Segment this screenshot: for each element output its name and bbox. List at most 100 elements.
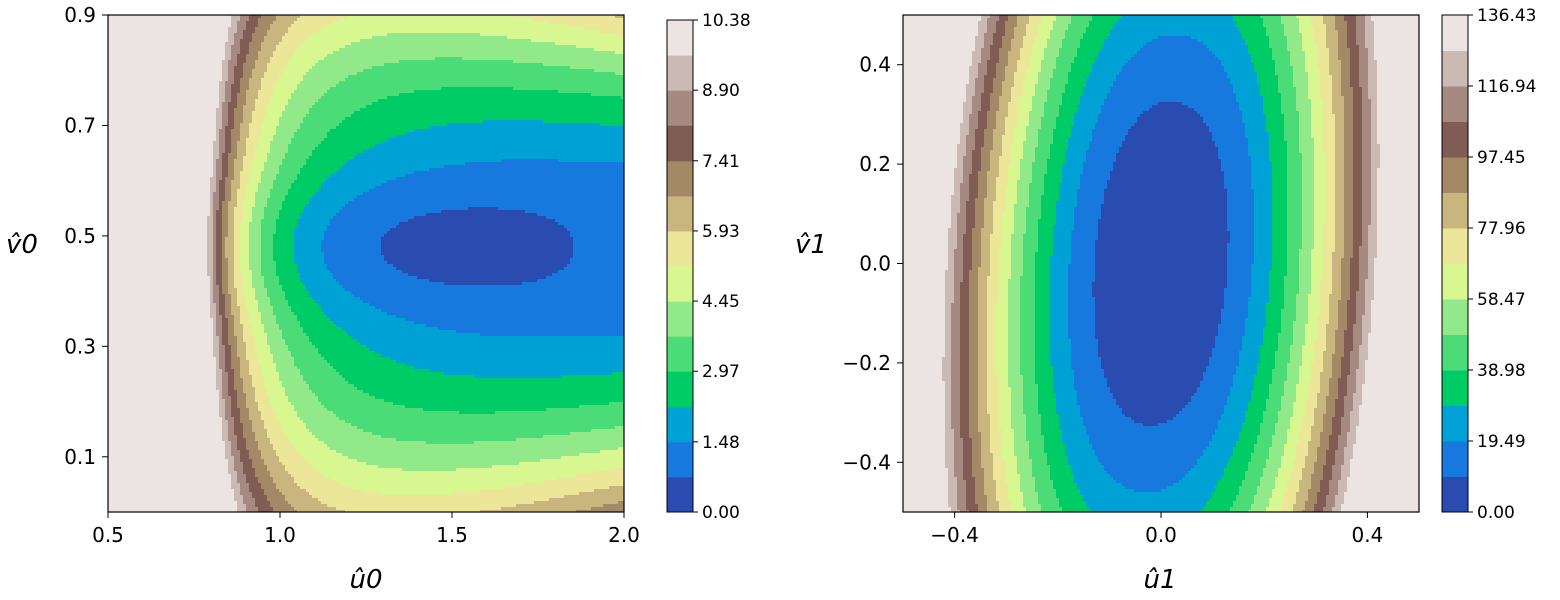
contour-band-cell [969,195,979,199]
contour-band-cell [480,33,619,37]
contour-band-cell [240,417,250,421]
contour-band-cell [300,324,337,328]
contour-band-cell [1263,111,1282,115]
contour-band-cell [1032,177,1045,181]
contour-band-cell [1020,165,1033,169]
contour-band-cell [1110,174,1225,178]
contour-band-cell [108,54,226,58]
contour-band-cell [903,72,970,76]
contour-band-cell [216,111,223,115]
contour-band-cell [1362,237,1369,241]
contour-band-cell [978,294,988,298]
contour-band-cell [108,48,226,52]
contour-band-cell [903,252,949,256]
contour-band-cell [903,168,955,172]
contour-band-cell [963,249,973,253]
contour-band-cell [213,285,220,289]
contour-band-cell [1344,162,1354,166]
contour-fill-1 [903,15,1419,512]
contour-band-cell [330,87,442,91]
contour-band-cell [1335,168,1345,172]
contour-band-cell [1035,327,1051,331]
contour-band-cell [1299,21,1312,25]
contour-band-cell [1335,348,1345,352]
contour-band-cell [972,96,982,100]
contour-band-cell [408,219,556,223]
contour-band-cell [1323,141,1336,145]
contour-band-cell [108,399,220,403]
contour-band-cell [261,126,277,130]
contour-band-cell [240,492,253,496]
contour-band-cell [1056,207,1075,211]
contour-band-cell [996,303,1009,307]
contour-band-cell [1326,180,1336,184]
contour-band-cell [312,495,565,499]
contour-band-cell [228,171,235,175]
x-axis-label-0: û0 [349,565,382,595]
contour-band-cell [990,153,1003,157]
contour-band-cell [228,174,235,178]
contour-band-cell [990,273,1000,277]
contour-band-cell [258,306,274,310]
contour-band-cell [108,168,214,172]
contour-band-cell [1290,60,1306,64]
contour-band-cell [309,201,349,205]
colorbar-swatch [667,160,693,197]
contour-band-cell [1092,138,1126,142]
contour-band-cell [1062,171,1084,175]
contour-band-cell [381,183,624,187]
contour-band-cell [975,207,985,211]
contour-band-cell [1026,228,1039,232]
contour-band-cell [219,183,226,187]
contour-band-cell [384,234,571,238]
contour-band-cell [1293,66,1306,70]
contour-band-cell [258,135,274,139]
contour-band-cell [459,411,496,415]
contour-band-cell [261,222,277,226]
contour-band-cell [1353,96,1363,100]
contour-band-cell [1359,249,1369,253]
contour-band-cell [1221,168,1252,172]
contour-band-cell [237,141,247,145]
contour-band-cell [1326,30,1339,34]
contour-band-cell [1344,123,1354,127]
contour-band-cell [210,288,214,292]
contour-band-cell [327,360,397,364]
contour-band-cell [1212,132,1246,136]
colorbar-tick-label: 5.93 [702,222,740,242]
contour-band-cell [108,462,229,466]
contour-band-cell [246,57,259,61]
contour-band-cell [903,129,961,133]
contour-band-cell [1311,273,1324,277]
contour-band-cell [207,243,214,247]
contour-band-cell [990,267,1000,271]
contour-band-cell [999,264,1012,268]
contour-band-cell [1050,285,1069,289]
contour-band-cell [960,303,970,307]
contour-band-cell [213,318,217,322]
contour-band-cell [1068,306,1096,310]
contour-band-cell [1332,102,1345,106]
contour-band-cell [1104,195,1228,199]
contour-band-cell [300,216,334,220]
contour-band-cell [213,294,220,298]
contour-band-cell [267,435,289,439]
contour-band-cell [1314,219,1327,223]
contour-band-cell [1296,309,1309,313]
contour-band-cell [1068,141,1090,145]
contour-band-cell [1371,99,1378,103]
contour-band-cell [321,240,382,244]
contour-band-cell [1098,219,1228,223]
contour-band-cell [1092,15,1123,19]
contour-band-cell [255,348,271,352]
contour-band-cell [240,138,247,142]
contour-band-cell [903,213,952,217]
contour-band-cell [1266,27,1285,31]
contour-band-cell [1260,90,1279,94]
contour-band-cell [345,45,577,49]
contour-band-cell [1374,33,1419,37]
contour-band-cell [1311,18,1324,22]
contour-band-cell [1359,261,1369,265]
contour-band-cell [240,87,250,91]
contour-band-cell [1029,60,1042,64]
